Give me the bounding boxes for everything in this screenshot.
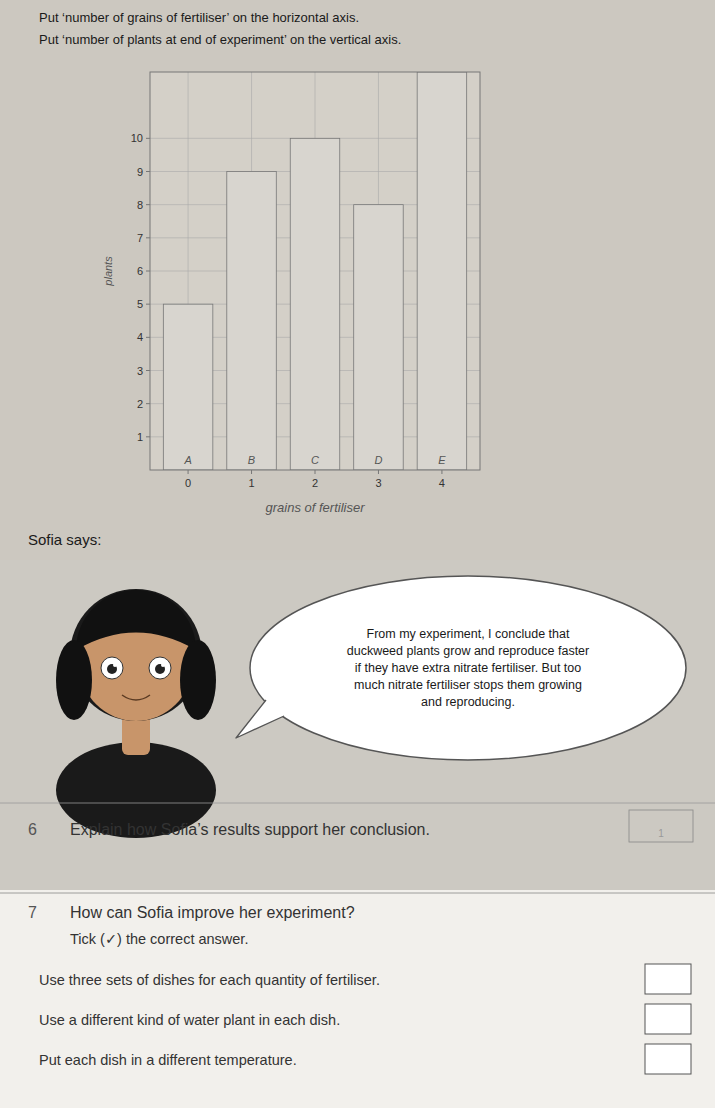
x-axis-label: grains of fertiliser [266,500,366,515]
eye-highlight [161,663,165,667]
score-box [629,810,693,842]
speech-line: duckweed plants grow and reproduce faste… [347,644,590,658]
tick-label-x: 2 [312,477,318,489]
speech-bubble: From my experiment, I conclude that duckw… [236,576,686,760]
tick-y [146,271,150,272]
q7-option: Use a different kind of water plant in e… [39,1012,340,1028]
head-outline [70,589,202,721]
bar [163,304,213,470]
checkbox[interactable] [645,1004,691,1034]
tick-y [146,204,150,205]
checkbox[interactable] [645,1044,691,1074]
pupil [107,664,117,674]
bar-label: C [311,454,319,466]
tick-x [188,470,189,474]
tick-label-y: 9 [137,166,143,178]
tick-y [146,403,150,404]
eye [101,657,123,679]
eye-highlight [113,663,117,667]
tick-label-x: 1 [248,477,254,489]
tick-label-y: 10 [131,132,143,144]
q7-border [0,893,715,894]
white-section [0,890,715,1108]
q7-header: How can Sofia improve her experiment? [70,904,355,921]
top-paper [0,0,715,560]
bar-chart: A B C D E 1 2 3 4 5 6 7 8 9 10 0 1 2 3 4 grains of fertilise… [102,72,480,515]
bar-label: E [438,454,446,466]
hair-right [180,640,216,720]
q7-option: Put each dish in a different temperature… [39,1052,297,1068]
tick-label-y: 6 [137,265,143,277]
eye [149,657,171,679]
mouth [122,695,150,700]
tick-x [315,470,316,474]
score-label: 1 [658,828,664,839]
bar [227,172,276,471]
bubble-tail-join [268,698,283,713]
tick-label-y: 3 [137,365,143,377]
checkbox[interactable] [645,964,691,994]
bottom-paper [0,560,715,890]
bar [417,72,467,470]
tick-label-y: 1 [137,431,143,443]
tick-label-x: 0 [185,477,191,489]
bar-label: D [374,454,382,466]
tick-y [146,304,150,305]
tick-x [441,470,442,474]
instruction: Put ‘number of plants at end of experime… [39,32,401,47]
tick-label-y: 5 [137,298,143,310]
plot-frame [150,72,480,470]
tick-label-y: 2 [137,398,143,410]
q6-border [0,803,715,804]
tick-y [146,237,150,238]
tick-label-x: 4 [439,477,445,489]
tick-y [146,171,150,172]
speech-line: much nitrate fertiliser stops them growi… [354,678,582,692]
bar [354,205,404,470]
hair-left [56,640,92,720]
tick-y [146,370,150,371]
speech-line: From my experiment, I conclude that [367,627,570,641]
q7-option: Use three sets of dishes for each quanti… [39,972,380,988]
speech-line: if they have extra nitrate fertiliser. B… [355,661,582,675]
bar [290,138,340,470]
pupil [155,664,165,674]
q6-number: 6 [28,821,37,838]
y-axis-label: plants [102,256,114,287]
q7-number: 7 [28,904,37,921]
q7-tick-instruction: Tick (✓) the correct answer. [70,931,248,947]
tick-label-y: 7 [137,232,143,244]
bar-label: B [248,454,255,466]
bars [163,72,466,470]
hair-top [76,590,196,650]
tick-label-x: 3 [375,477,381,489]
tick-y [146,138,150,139]
tick-label-y: 8 [137,199,143,211]
bar-label: A [183,454,191,466]
tick-y [146,436,150,437]
tick-label-y: 4 [137,331,143,343]
instruction: Put ‘number of grains of fertiliser’ on … [39,10,359,25]
plot-background [150,72,480,470]
q6-text: Explain how Sofia’s results support her … [70,821,430,838]
tick-x [378,470,379,474]
speech-line: and reproducing. [421,695,515,709]
bubble-outline [250,576,686,760]
speech-bubble-text: From my experiment, I conclude that duckw… [347,627,590,709]
sofia-character [56,589,216,838]
tick-y [146,337,150,338]
tick-x [251,470,252,474]
page: Put ‘number of grains of fertiliser’ on … [0,0,715,1108]
sofia-says-label: Sofia says: [28,531,101,548]
